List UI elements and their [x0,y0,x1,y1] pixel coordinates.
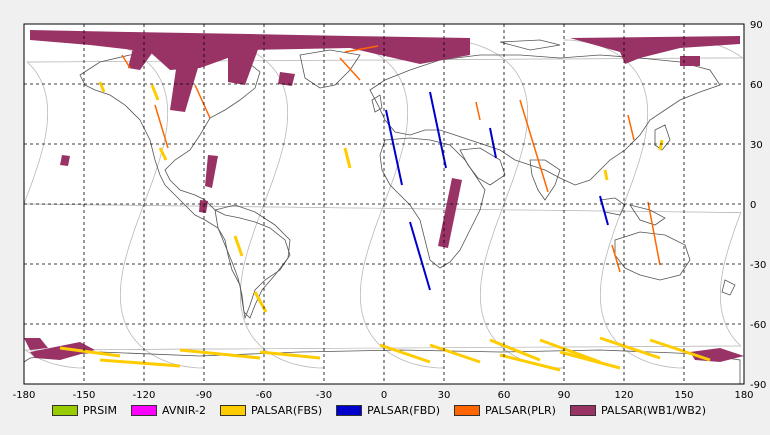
x-tick-label: 90 [558,390,571,401]
fbs-swath [559,350,621,370]
y-tick-label: 30 [750,140,763,151]
fbs-swath [158,147,168,161]
y-tick-labels: 90 60 30 0 -30 -60 -90 [750,20,766,391]
x-tick-label: 30 [438,390,451,401]
plr-swath [121,54,131,69]
plr-swath [647,201,661,266]
wb-swath [199,200,208,213]
fbd-swath [385,109,403,186]
fbd-swath [489,127,497,159]
y-tick-label: 60 [750,80,763,91]
plr-swath [519,99,549,193]
plr-swath [154,104,169,149]
y-tick-label: -30 [750,260,766,271]
fbs-swath [539,338,601,364]
fbs-swath [489,338,541,362]
fbs-swath [599,336,661,360]
fbs-swath [259,350,321,360]
fbs-swath [59,346,121,358]
fbd-swath [429,91,447,169]
plr-swath [344,45,379,53]
fbs-swath [499,353,561,372]
legend-label: PALSAR(FBS) [250,403,323,417]
fbs-swath [99,358,181,368]
fbd-swath [409,221,431,291]
plr-swath [611,244,621,273]
legend-label: PALSAR(WB1/WB2) [600,403,707,417]
wb-swath [30,342,95,360]
x-tick-label: -120 [133,390,156,401]
plr-swath [627,114,635,141]
legend-label: AVNIR-2 [162,403,206,417]
x-tick-labels: -180 -150 -120 -90 -60 -30 0 30 60 90 120 150 180 [13,390,754,401]
x-tick-label: 60 [498,390,511,401]
x-tick-label: -90 [196,390,212,401]
legend-item-prism: PRSIM [52,404,117,417]
fbs-swath [429,343,481,364]
wb-swath [60,155,70,166]
fbs-swath [343,147,352,169]
fbs-swath [379,343,431,364]
plr-swath [339,57,361,81]
fbs-swath [649,338,711,362]
y-tick-label: 90 [750,20,763,31]
fbs-swath [603,169,609,181]
fbs-swath [179,348,261,360]
fbs-swath [233,235,244,257]
plot-frame [23,23,745,385]
legend-item-palsar-wb: PALSAR(WB1/WB2) [569,403,707,417]
legend-swatch [52,404,78,416]
wb-swath [228,44,260,85]
plr-swath [194,84,211,119]
palsar-fbd-swaths [385,91,609,291]
palsar-fbs-swaths [59,81,711,372]
x-tick-label: 150 [674,390,693,401]
grid-lines [24,24,744,384]
legend-label: PRSIM [83,403,117,417]
legend-swatch [131,404,157,416]
wb-swath [570,36,740,64]
legend-label: PALSAR(FBD) [367,403,441,417]
x-tick-label: -60 [256,390,272,401]
x-tick-label: -30 [316,390,332,401]
legend: PRSIM AVNIR-2 PALSAR(FBS) PALSAR(FBD) PA… [52,402,752,418]
legend-item-palsar-fbs: PALSAR(FBS) [219,403,323,417]
legend-swatch [219,404,246,416]
x-tick-label: -150 [73,390,96,401]
legend-swatch [336,404,363,416]
wb-swath [205,155,218,188]
fbd-swath [599,195,609,226]
fbs-swath [150,84,160,101]
wb-swath [278,72,295,86]
wb-swath [680,56,700,66]
fbs-swath [658,139,664,151]
legend-item-avnir2: AVNIR-2 [131,404,206,417]
fbs-swath [98,81,106,93]
legend-swatch [454,404,481,416]
legend-item-palsar-plr: PALSAR(PLR) [454,404,556,417]
y-tick-label: 0 [750,200,756,211]
wb-swath [170,42,205,112]
y-tick-label: -90 [750,380,766,391]
y-tick-label: -60 [750,320,766,331]
palsar-plr-swaths [121,45,661,273]
legend-item-palsar-fbd: PALSAR(FBD) [336,404,440,417]
legend-swatch [569,404,596,416]
plr-swath [475,101,481,121]
wb-swath [24,338,48,350]
x-tick-label: 0 [381,390,387,401]
x-tick-label: 120 [614,390,633,401]
legend-label: PALSAR(PLR) [485,403,556,417]
x-tick-label: -180 [13,390,36,401]
x-tick-label: 180 [734,390,753,401]
